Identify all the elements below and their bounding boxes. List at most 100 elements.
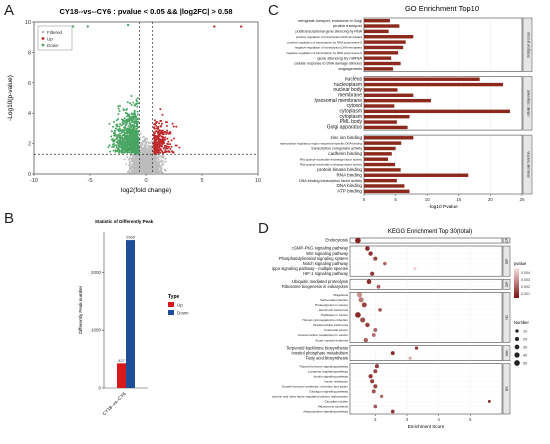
data-point xyxy=(153,148,156,151)
data-point xyxy=(155,138,158,141)
data-point xyxy=(135,140,138,143)
kegg-term-label: Hepatocellular carcinoma xyxy=(313,323,348,327)
kegg-group: Met Terpenoid backbone biosynthesisInosit… xyxy=(286,345,511,361)
data-point xyxy=(161,113,164,116)
data-point xyxy=(153,165,155,168)
go-bar xyxy=(364,24,400,28)
kegg-group: OS Thyroid hormone signaling pathwayLonge… xyxy=(272,363,511,415)
go-term-label: nucleoplasm xyxy=(334,82,362,88)
kegg-point xyxy=(368,251,373,256)
data-point xyxy=(160,142,163,145)
data-point xyxy=(141,149,144,151)
data-point xyxy=(143,170,146,173)
data-point xyxy=(139,151,142,153)
go-term-label: transcription coregulator activity xyxy=(311,147,362,151)
data-point xyxy=(137,143,140,146)
data-point xyxy=(137,165,140,168)
data-point xyxy=(165,121,168,124)
data-point xyxy=(122,151,125,154)
data-point xyxy=(132,124,135,127)
kegg-point xyxy=(380,394,384,399)
data-point xyxy=(163,168,166,171)
data-point xyxy=(153,163,156,166)
go-bar xyxy=(364,173,469,177)
group-strip xyxy=(522,17,533,72)
data-point xyxy=(153,140,156,143)
y-tick-label: 2000 xyxy=(91,270,102,275)
data-point xyxy=(169,130,172,133)
data-point xyxy=(125,120,128,123)
data-point xyxy=(138,163,141,166)
data-point xyxy=(127,164,130,167)
go-bar xyxy=(364,157,389,161)
data-point xyxy=(123,137,126,140)
data-point xyxy=(149,158,152,161)
legend-marker xyxy=(41,43,45,47)
data-point xyxy=(213,25,216,28)
data-point xyxy=(126,101,129,104)
chart-title: Statistic of Differently Peak xyxy=(95,219,154,224)
go-term-label: ATP binding xyxy=(337,189,362,194)
data-point xyxy=(123,143,126,146)
data-point xyxy=(149,152,152,154)
data-point xyxy=(143,162,146,165)
data-point xyxy=(110,130,113,133)
data-point xyxy=(162,163,165,166)
size-legend: Number 10 20 30 40 50 xyxy=(514,320,529,366)
data-point xyxy=(151,147,154,150)
data-point xyxy=(112,149,115,152)
data-point xyxy=(161,140,164,143)
data-point xyxy=(141,152,144,154)
data-point xyxy=(163,160,165,163)
data-point xyxy=(132,161,134,163)
data-point xyxy=(164,146,167,149)
data-point xyxy=(153,123,156,126)
go-term-label: DNA-binding transcription factor activit… xyxy=(299,179,362,183)
data-point xyxy=(122,144,125,147)
kegg-point xyxy=(413,267,417,271)
kegg-term-label: Human cytomegalovirus infection xyxy=(302,318,348,322)
data-point xyxy=(124,124,127,127)
data-point xyxy=(133,121,136,124)
data-point xyxy=(133,162,136,164)
data-point xyxy=(126,131,129,134)
x-tick-label: 0 xyxy=(363,197,366,202)
data-point xyxy=(135,124,138,127)
data-point xyxy=(130,117,133,120)
kegg-term-label: Hippo signaling pathway - multiple speci… xyxy=(272,266,348,271)
data-point xyxy=(157,167,160,169)
kegg-point xyxy=(365,322,370,328)
data-point xyxy=(148,149,150,152)
data-point xyxy=(125,163,128,166)
kegg-point xyxy=(366,279,372,285)
colorbar xyxy=(514,268,519,298)
go-term-label: positive regulation of transcription,DNA… xyxy=(296,35,362,39)
kegg-term-label: Salmonella infection xyxy=(320,298,348,302)
data-point xyxy=(118,109,121,112)
data-point xyxy=(160,130,163,133)
data-label: 2560 xyxy=(126,235,136,240)
y-axis-label: -Log10(p-value) xyxy=(7,75,14,121)
data-point xyxy=(115,137,118,140)
go-bar xyxy=(364,29,389,34)
colorbar-label: 0.001 xyxy=(521,292,530,296)
kegg-term-label: Insulin signaling pathway xyxy=(314,374,349,378)
data-point xyxy=(146,166,149,168)
legend-label: Down xyxy=(47,43,59,48)
kegg-term-label: Central carbon metabolism in cancer xyxy=(298,333,348,337)
data-point xyxy=(158,146,161,149)
data-point xyxy=(160,119,163,122)
data-point xyxy=(133,149,136,152)
legend: Type Up Down xyxy=(168,294,189,316)
go-group: cellular component nucleusnucleoplasmnucl… xyxy=(314,76,533,131)
data-point xyxy=(155,142,158,145)
data-point xyxy=(133,134,136,137)
go-bar xyxy=(364,146,396,151)
kegg-term-label: Longevity regulating pathway xyxy=(308,369,349,373)
data-point xyxy=(137,161,140,164)
go-term-label: positive regulation of transcription by … xyxy=(287,40,362,44)
go-term-label: transcription regulatory region sequence… xyxy=(280,141,362,145)
go-bar xyxy=(364,168,401,172)
data-point xyxy=(146,162,149,165)
data-point xyxy=(155,141,158,144)
